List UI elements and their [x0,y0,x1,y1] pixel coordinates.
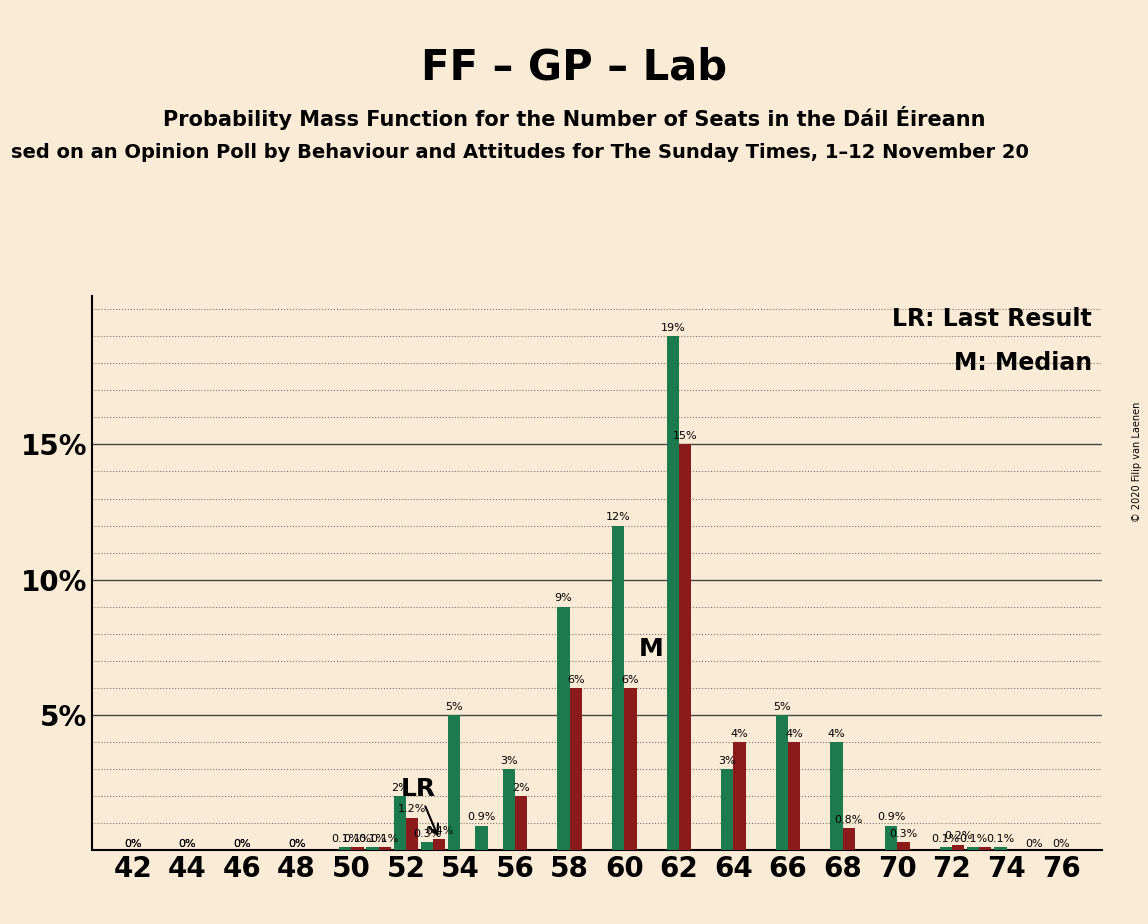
Text: 5%: 5% [773,701,791,711]
Text: 0.1%: 0.1% [959,834,987,845]
Bar [939,847,952,850]
Text: 0%: 0% [179,839,196,849]
Text: LR: Last Result: LR: Last Result [892,307,1092,331]
Text: 0.1%: 0.1% [331,834,359,845]
Text: Probability Mass Function for the Number of Seats in the Dáil Éireann: Probability Mass Function for the Number… [163,106,985,130]
Text: 0%: 0% [1053,839,1070,849]
Bar [625,687,636,850]
Bar [406,818,418,850]
Text: 0.3%: 0.3% [413,829,441,839]
Bar [421,842,433,850]
Text: 0.8%: 0.8% [835,815,863,825]
Text: 5%: 5% [445,701,463,711]
Text: 19%: 19% [660,323,685,333]
Bar [979,847,992,850]
Bar [558,607,569,850]
Bar [967,847,979,850]
Text: 0%: 0% [288,839,305,849]
Bar [734,742,746,850]
Bar [503,769,515,850]
Bar [776,715,788,850]
Text: 4%: 4% [785,729,804,738]
Bar [366,847,379,850]
Text: FF – GP – Lab: FF – GP – Lab [421,46,727,88]
Text: M: M [639,637,664,661]
Text: © 2020 Filip van Laenen: © 2020 Filip van Laenen [1132,402,1142,522]
Text: 2%: 2% [512,783,530,793]
Text: sed on an Opinion Poll by Behaviour and Attitudes for The Sunday Times, 1–12 Nov: sed on an Opinion Poll by Behaviour and … [11,143,1030,163]
Text: 2%: 2% [390,783,409,793]
Text: 0.2%: 0.2% [944,832,972,842]
Text: 0.1%: 0.1% [358,834,387,845]
Text: LR: LR [401,777,439,834]
Text: 0%: 0% [124,839,141,849]
Bar [379,847,390,850]
Bar [351,847,364,850]
Text: 0.9%: 0.9% [467,812,496,822]
Bar [339,847,351,850]
Bar [830,742,843,850]
Text: 6%: 6% [567,675,584,685]
Text: M: Median: M: Median [954,351,1092,375]
Bar [994,847,1007,850]
Text: 3%: 3% [719,756,736,766]
Text: 9%: 9% [554,593,573,603]
Bar [569,687,582,850]
Bar [448,715,460,850]
Bar [843,829,855,850]
Bar [898,842,909,850]
Bar [475,826,488,850]
Text: 12%: 12% [606,512,630,522]
Bar [667,336,678,850]
Text: 6%: 6% [621,675,639,685]
Bar [515,796,527,850]
Text: 0%: 0% [1025,839,1042,849]
Text: 0%: 0% [124,839,141,849]
Text: 0.1%: 0.1% [343,834,372,845]
Text: 0.9%: 0.9% [877,812,906,822]
Text: 0.1%: 0.1% [986,834,1015,845]
Text: 0%: 0% [233,839,250,849]
Text: 0%: 0% [288,839,305,849]
Bar [678,444,691,850]
Bar [721,769,734,850]
Text: 15%: 15% [673,432,697,441]
Bar [952,845,964,850]
Text: 4%: 4% [731,729,748,738]
Text: 0.1%: 0.1% [932,834,960,845]
Text: 3%: 3% [501,756,518,766]
Text: 0.1%: 0.1% [371,834,398,845]
Bar [612,526,625,850]
Text: 0%: 0% [233,839,250,849]
Bar [885,826,898,850]
Bar [394,796,406,850]
Text: 0.3%: 0.3% [890,829,917,839]
Text: 0.4%: 0.4% [425,826,453,836]
Text: 1.2%: 1.2% [398,805,426,814]
Text: 4%: 4% [828,729,845,738]
Bar [433,839,445,850]
Bar [788,742,800,850]
Text: 0%: 0% [179,839,196,849]
